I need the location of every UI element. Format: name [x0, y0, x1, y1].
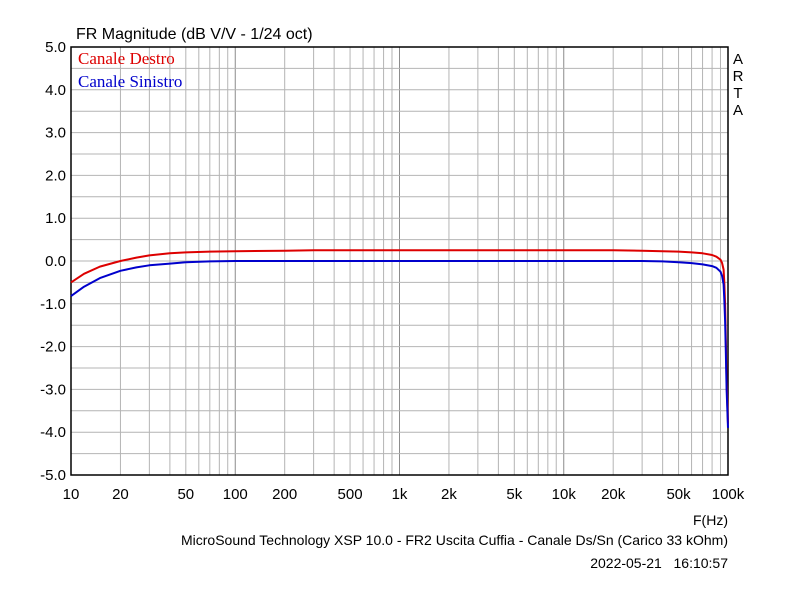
- x-tick-label: 200: [272, 486, 297, 503]
- x-tick-label: 2k: [441, 486, 457, 503]
- y-tick-label: 1.0: [45, 210, 66, 227]
- y-tick-label: -1.0: [40, 296, 66, 313]
- legend-entry-destro: Canale Destro: [78, 49, 175, 68]
- y-tick-labels: 5.0 4.0 3.0 2.0 1.0 0.0 -1.0 -2.0 -3.0 -4.0 -5.0: [40, 39, 66, 484]
- y-tick-label: 2.0: [45, 167, 66, 184]
- y-tick-label: -3.0: [40, 381, 66, 398]
- timestamp: 2022-05-21 16:10:57: [590, 555, 728, 571]
- side-label-letter: A: [733, 51, 743, 68]
- x-tick-label: 20: [112, 486, 129, 503]
- x-tick-label: 100: [223, 486, 248, 503]
- y-tick-label: -2.0: [40, 339, 66, 356]
- y-tick-label: 3.0: [45, 125, 66, 142]
- y-tick-label: 0.0: [45, 253, 66, 270]
- y-tick-label: -5.0: [40, 467, 66, 484]
- series-lines: [70, 249, 729, 428]
- x-tick-label: 5k: [506, 486, 522, 503]
- series-line-sinistro: [70, 260, 729, 428]
- plot-frame: [70, 46, 729, 476]
- x-tick-label: 50k: [666, 486, 691, 503]
- legend-entry-sinistro: Canale Sinistro: [78, 72, 182, 91]
- y-tick-label: -4.0: [40, 424, 66, 441]
- y-tick-label: 4.0: [45, 82, 66, 99]
- side-label-letter: R: [733, 68, 744, 85]
- side-label-letter: T: [733, 85, 742, 102]
- x-tick-label: 1k: [392, 486, 408, 503]
- x-axis-label: F(Hz): [693, 512, 728, 528]
- x-tick-label: 10: [63, 486, 80, 503]
- x-tick-label: 10k: [552, 486, 577, 503]
- x-tick-label: 100k: [712, 486, 745, 503]
- chart-title: FR Magnitude (dB V/V - 1/24 oct): [76, 26, 313, 43]
- y-tick-label: 5.0: [45, 39, 66, 56]
- series-line-destro: [70, 249, 729, 424]
- caption: MicroSound Technology XSP 10.0 - FR2 Usc…: [181, 532, 728, 548]
- side-label-letter: A: [733, 102, 743, 119]
- x-tick-labels: 10 20 50 100 200 500 1k 2k 5k 10k 20k 50k 100k: [63, 486, 745, 503]
- x-tick-label: 50: [177, 486, 194, 503]
- x-tick-label: 500: [338, 486, 363, 503]
- x-tick-label: 20k: [601, 486, 626, 503]
